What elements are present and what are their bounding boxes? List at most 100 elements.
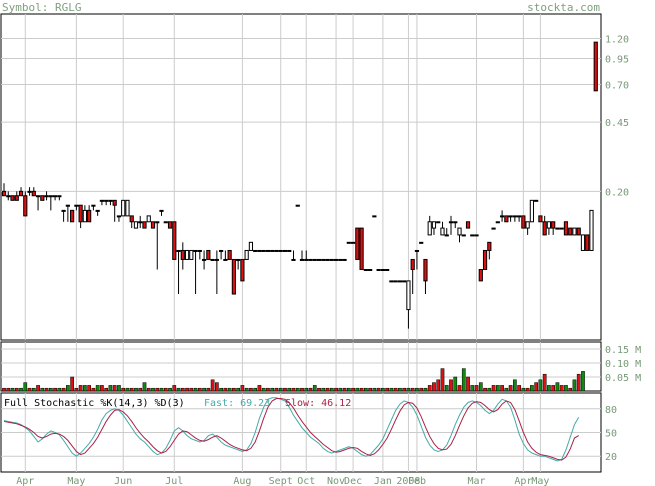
candle-body <box>23 195 28 217</box>
volume-bar <box>547 385 551 392</box>
candle-body <box>172 221 177 260</box>
volume-bar <box>74 387 79 392</box>
candle-body <box>529 199 534 223</box>
volume-bar <box>142 382 147 392</box>
volume-bar <box>478 382 483 392</box>
candle-body <box>270 249 275 252</box>
price-panel <box>0 13 602 341</box>
volume-bar <box>10 387 15 392</box>
volume-bar <box>334 387 338 392</box>
x-tick-label: Jul <box>165 476 183 486</box>
candle-body <box>274 249 279 252</box>
symbol-label: Symbol: RGLG <box>2 1 82 14</box>
candle-body <box>495 221 500 224</box>
volume-bar <box>232 387 236 392</box>
volume-bar <box>364 387 368 392</box>
volume-bar <box>206 387 211 392</box>
price-tick-label: 0.45 <box>605 118 629 129</box>
candle-body <box>74 204 79 207</box>
volume-bar <box>295 387 300 392</box>
candle-body <box>559 227 564 230</box>
volume-bar <box>402 387 407 392</box>
candle-body <box>44 195 49 198</box>
volume-bar <box>117 385 121 392</box>
candle-body <box>159 209 164 212</box>
x-tick-label: Jan <box>374 476 392 486</box>
candle-body <box>10 195 15 201</box>
volume-bar <box>551 385 556 392</box>
candle-body <box>576 227 581 236</box>
candle-body <box>525 221 530 229</box>
candle-body <box>1 190 7 197</box>
candle-body <box>138 221 143 224</box>
volume-bar <box>104 387 109 392</box>
volume-bar <box>163 387 168 392</box>
candle-body <box>265 249 271 252</box>
volume-bar <box>576 373 581 392</box>
x-tick-label: Feb <box>408 476 426 486</box>
candle-body <box>482 249 488 270</box>
volume-bar <box>291 387 296 392</box>
volume-bar <box>517 385 521 392</box>
volume-bar <box>125 387 130 392</box>
candle-body <box>125 199 130 217</box>
candle-body <box>393 280 398 283</box>
candle-body <box>231 258 236 295</box>
candle-body <box>112 199 117 206</box>
volume-bar <box>108 385 113 392</box>
volume-bar <box>321 387 326 392</box>
volume-bar <box>410 387 415 392</box>
candle-body <box>325 258 330 261</box>
candle-body <box>206 249 211 260</box>
candle-body <box>248 241 254 251</box>
volume-bar <box>329 387 334 392</box>
candle-body <box>312 258 317 261</box>
candle-body <box>163 221 168 224</box>
volume-bar <box>317 387 321 392</box>
volume-bar <box>146 387 151 392</box>
candle-body <box>193 249 198 252</box>
volume-bar <box>278 387 283 392</box>
candle-body <box>253 249 258 252</box>
candle-body <box>27 190 32 193</box>
x-tick-label: Nov <box>327 476 345 486</box>
volume-bar <box>27 387 32 392</box>
candle-body <box>444 234 449 237</box>
x-tick-label: Sept <box>269 476 293 486</box>
volume-bar <box>581 371 585 392</box>
candle-body <box>402 280 407 283</box>
site-label: stockta.com <box>527 1 600 14</box>
volume-bar <box>538 379 543 392</box>
volume-bar <box>53 387 57 392</box>
candle-body <box>180 249 185 260</box>
volume-bar <box>483 387 487 392</box>
candle-body <box>87 209 92 223</box>
candle-body <box>363 268 368 271</box>
candle-body <box>465 221 471 229</box>
candle-body <box>542 221 547 236</box>
candle-body <box>457 227 462 236</box>
volume-bar <box>427 385 432 392</box>
volume-panel <box>0 341 602 392</box>
volume-bar <box>325 387 330 392</box>
volume-bar <box>215 382 219 392</box>
candle-body <box>78 204 83 223</box>
candle-body <box>589 209 594 251</box>
volume-bar <box>134 387 138 392</box>
volume-bar <box>521 387 526 392</box>
volume-bar <box>525 387 530 392</box>
candle-body <box>240 258 245 282</box>
volume-bar <box>257 385 262 392</box>
volume-bar <box>368 387 372 392</box>
candle-body <box>474 234 479 237</box>
candle-body <box>31 190 36 197</box>
x-tick-label: May <box>531 476 549 486</box>
volume-bar <box>287 387 292 392</box>
candle-body <box>585 234 590 251</box>
candle-body <box>406 280 411 311</box>
volume-bar <box>189 387 194 392</box>
volume-bar <box>6 387 11 392</box>
volume-bar <box>244 387 249 392</box>
candle-body <box>478 268 483 282</box>
volume-bar <box>210 379 215 392</box>
